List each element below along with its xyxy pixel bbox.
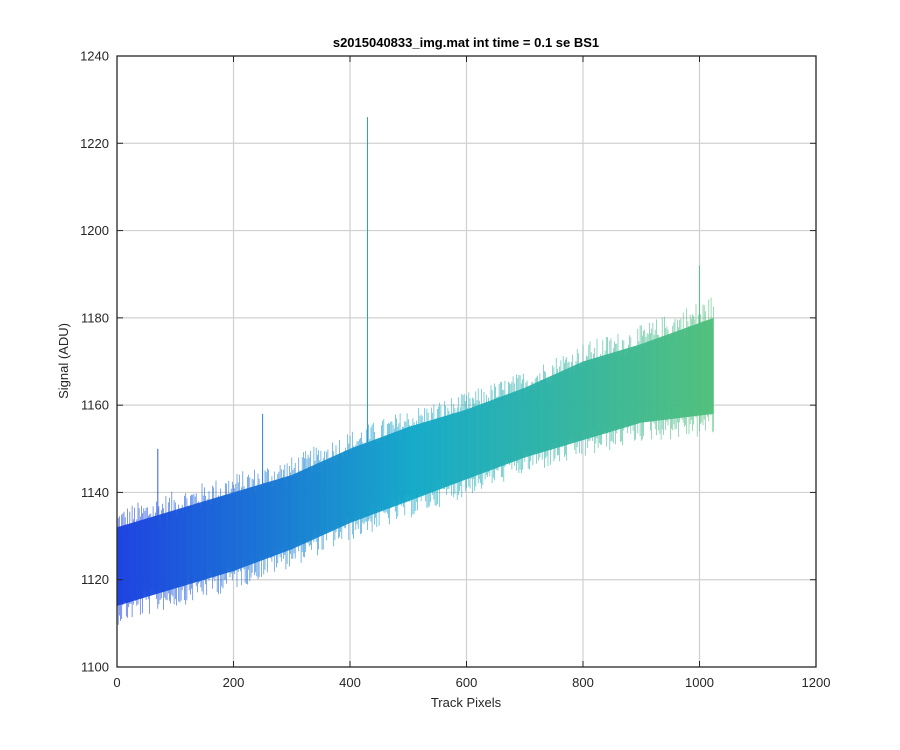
y-grid-lines [117, 142, 816, 581]
y-axis-ticks: 1100 1120 1140 1160 1180 1200 1220 1240 [80, 49, 816, 675]
y-tick-label: 1200 [80, 223, 109, 238]
y-tick-label: 1100 [81, 660, 109, 675]
x-tick-label: 200 [223, 675, 245, 690]
signal-spikes [157, 117, 700, 516]
y-tick-label: 1220 [80, 136, 109, 151]
y-tick-label: 1120 [81, 572, 109, 587]
x-axis-label: Track Pixels [431, 695, 502, 710]
x-tick-label: 400 [339, 675, 361, 690]
x-tick-label: 800 [572, 675, 594, 690]
y-tick-label: 1180 [81, 310, 109, 325]
y-tick-label: 1140 [81, 485, 109, 500]
x-tick-label: 600 [456, 675, 478, 690]
y-tick-label: 1240 [80, 49, 109, 64]
x-tick-label: 0 [113, 675, 120, 690]
y-tick-label: 1160 [81, 398, 109, 413]
chart-title: s2015040833_img.mat int time = 0.1 se BS… [333, 35, 599, 50]
x-tick-label: 1200 [802, 675, 831, 690]
x-tick-label: 1000 [685, 675, 714, 690]
y-axis-label: Signal (ADU) [56, 323, 71, 399]
signal-noise-traces [116, 297, 714, 625]
x-axis-ticks: 0 200 400 600 800 1000 1200 [113, 56, 830, 690]
